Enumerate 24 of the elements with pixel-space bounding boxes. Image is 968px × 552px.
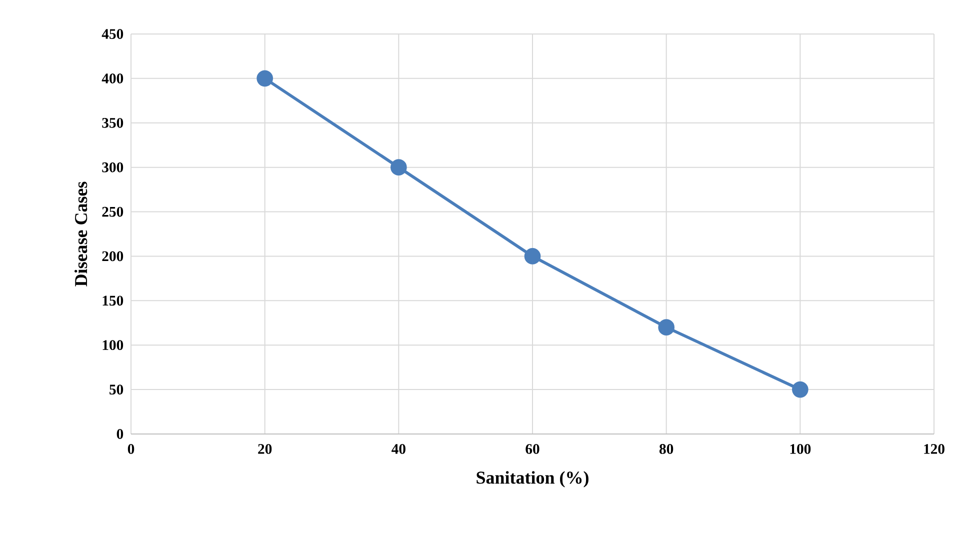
y-tick-label: 100	[102, 340, 124, 350]
y-tick-label: 300	[102, 162, 124, 172]
x-tick-label: 120	[924, 444, 944, 454]
point	[256, 70, 274, 87]
x-tick-label: 40	[392, 444, 406, 454]
point	[524, 248, 541, 264]
y-tick-label: 350	[102, 118, 124, 128]
x-axis-title: Sanitation (%)	[476, 471, 588, 488]
y-tick-label: 450	[102, 29, 124, 39]
x-tick-label: 80	[659, 444, 674, 454]
x-tick-label: 100	[790, 444, 811, 454]
y-tick-label: 200	[102, 251, 124, 262]
y-tick-label: 400	[102, 74, 124, 84]
y-tick-label: 150	[102, 296, 124, 306]
y-tick-label: 0	[116, 429, 124, 439]
point	[658, 319, 675, 336]
y-tick-label: 50	[110, 384, 124, 394]
x-tick-label: 60	[526, 444, 540, 454]
point	[792, 381, 808, 398]
x-tick-label: 0	[128, 444, 134, 454]
y-axis-title: Disease Cases	[74, 182, 88, 286]
y-tick-label: 250	[102, 206, 124, 217]
x-tick-label: 20	[258, 444, 272, 454]
point	[390, 159, 407, 176]
